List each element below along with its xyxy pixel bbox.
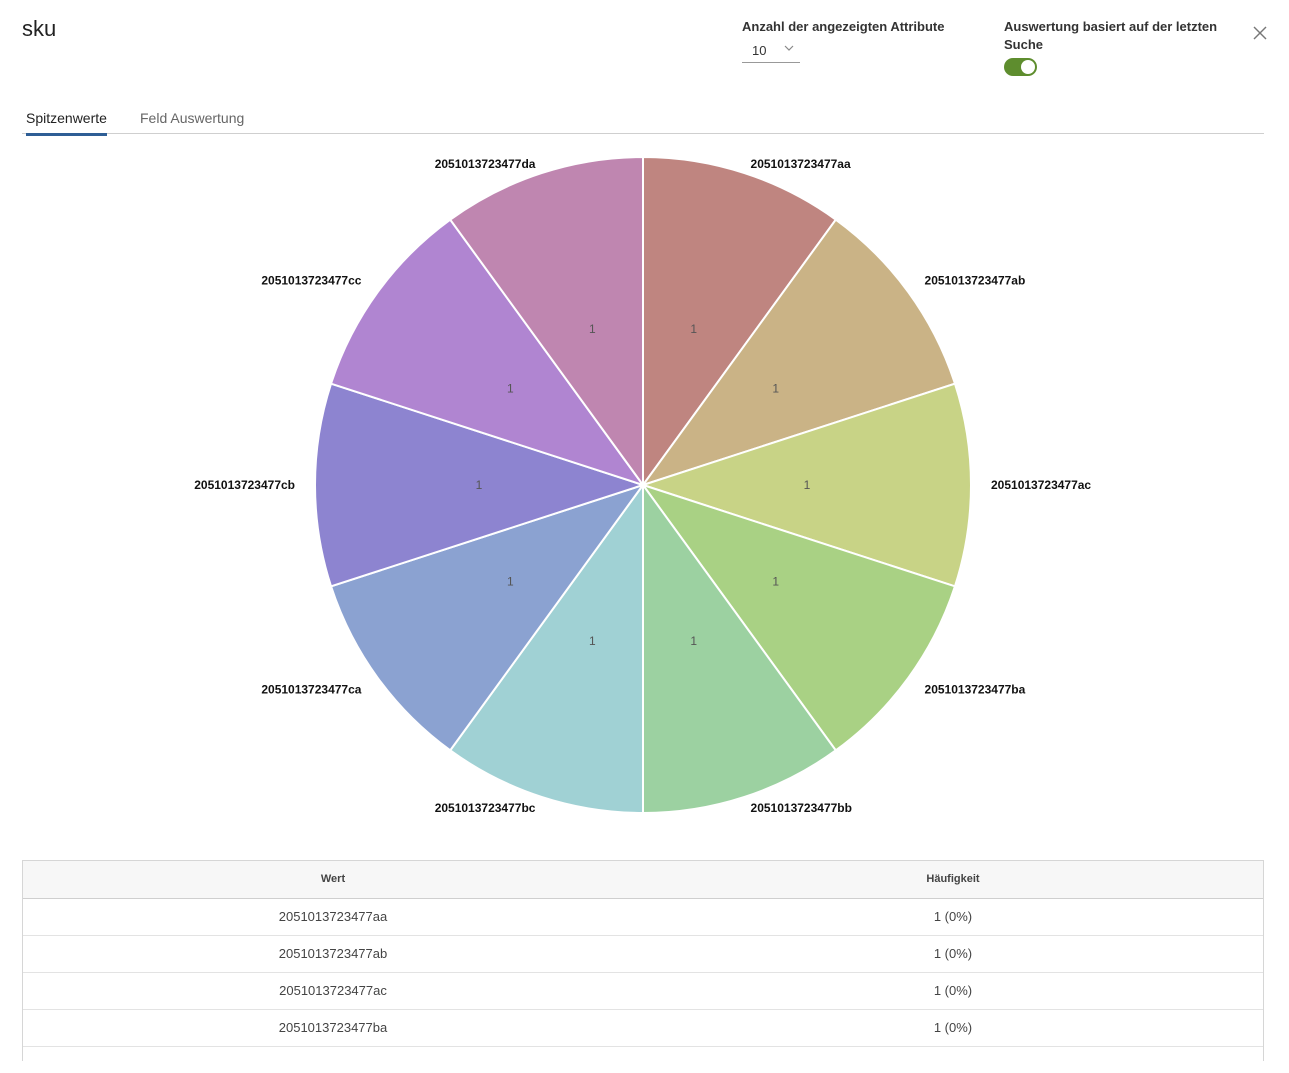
- slice-value-label: 1: [772, 574, 779, 588]
- slice-value-label: 1: [507, 574, 514, 588]
- pie-slice-2051013723477bb[interactable]: [642, 481, 838, 815]
- column-header-haeufigkeit[interactable]: Häufigkeit: [926, 873, 980, 885]
- toggle-knob: [1021, 60, 1035, 74]
- slice-category-label: 2051013723477ba: [925, 683, 1026, 697]
- column-header-wert[interactable]: Wert: [320, 873, 346, 885]
- slice-category-label: 2051013723477da: [435, 157, 536, 171]
- attribute-count-label: Anzahl der angezeigten Attribute: [742, 19, 945, 34]
- pie-slice-2051013723477ac[interactable]: [639, 382, 973, 588]
- attribute-count-select[interactable]: 10: [742, 40, 800, 63]
- slice-value-label: 1: [804, 478, 811, 492]
- slice-category-label: 2051013723477cb: [194, 478, 295, 492]
- attribute-count-control: Anzahl der angezeigten Attribute 10: [742, 18, 972, 63]
- close-icon[interactable]: [1251, 24, 1269, 42]
- cell-frequency: 1 (0%): [933, 946, 973, 961]
- table-row[interactable]: 2051013723477ac 1 (0%): [23, 973, 1263, 1010]
- pie-slice-2051013723477aa[interactable]: [642, 155, 838, 489]
- pie-slice-2051013723477cc[interactable]: [329, 218, 646, 487]
- tab-spitzenwerte[interactable]: Spitzenwerte: [26, 110, 107, 136]
- slice-value-label: 1: [476, 478, 483, 492]
- last-search-label: Auswertung basiert auf der letzten Suche: [1004, 19, 1218, 52]
- page-title: sku: [22, 16, 57, 41]
- slice-value-label: 1: [772, 382, 779, 396]
- slice-category-label: 2051013723477aa: [751, 157, 851, 171]
- slice-category-label: 2051013723477ca: [261, 683, 361, 697]
- slice-value-label: 1: [690, 634, 697, 648]
- cell-value: 2051013723477ab: [278, 946, 388, 961]
- cell-value: 2051013723477ac: [279, 983, 387, 998]
- tab-feld-auswertung[interactable]: Feld Auswertung: [140, 110, 245, 126]
- pie-slice-2051013723477ca[interactable]: [329, 483, 646, 752]
- table-row[interactable]: 2051013723477ab 1 (0%): [23, 936, 1263, 973]
- pie-chart-area: 1 2051013723477aa 1 2051013723477ab 1 2051013…: [0, 140, 1289, 830]
- last-search-toggle[interactable]: [1004, 58, 1037, 76]
- slice-value-label: 1: [589, 634, 596, 648]
- last-search-control: Auswertung basiert auf der letzten Suche: [1004, 18, 1239, 76]
- cell-frequency: 1 (0%): [933, 909, 973, 924]
- attribute-count-value: 10: [752, 43, 767, 58]
- pie-slice-2051013723477cb[interactable]: [313, 382, 647, 588]
- pie-slice-2051013723477ba[interactable]: [640, 483, 957, 752]
- slice-category-label: 2051013723477ac: [991, 478, 1091, 492]
- table-row[interactable]: 2051013723477aa 1 (0%): [23, 899, 1263, 936]
- table-header: Wert Häufigkeit: [23, 861, 1263, 899]
- cell-value: 2051013723477aa: [278, 909, 388, 924]
- cell-frequency: 1 (0%): [933, 1020, 973, 1035]
- values-table: Wert Häufigkeit 2051013723477aa 1 (0%) 2…: [22, 860, 1264, 1061]
- cell-frequency: 1 (0%): [933, 983, 973, 998]
- pie-slice-2051013723477bc[interactable]: [448, 481, 644, 815]
- slice-category-label: 2051013723477bc: [435, 801, 536, 815]
- table-row[interactable]: 2051013723477ba 1 (0%): [23, 1010, 1263, 1047]
- pie-slice-2051013723477ab[interactable]: [640, 218, 957, 487]
- pie-slice-2051013723477da[interactable]: [448, 155, 644, 489]
- cell-value: 2051013723477ba: [278, 1020, 388, 1035]
- slice-category-label: 2051013723477ab: [925, 273, 1026, 287]
- slice-value-label: 1: [507, 382, 514, 396]
- slice-value-label: 1: [589, 322, 596, 336]
- slice-category-label: 2051013723477bb: [751, 801, 852, 815]
- chevron-down-icon: [784, 45, 794, 51]
- tab-bar: Spitzenwerte Feld Auswertung: [22, 100, 1264, 136]
- slice-category-label: 2051013723477cc: [261, 273, 361, 287]
- pie-chart: 1 2051013723477aa 1 2051013723477ab 1 2051013…: [194, 155, 1091, 815]
- slice-value-label: 1: [690, 322, 697, 336]
